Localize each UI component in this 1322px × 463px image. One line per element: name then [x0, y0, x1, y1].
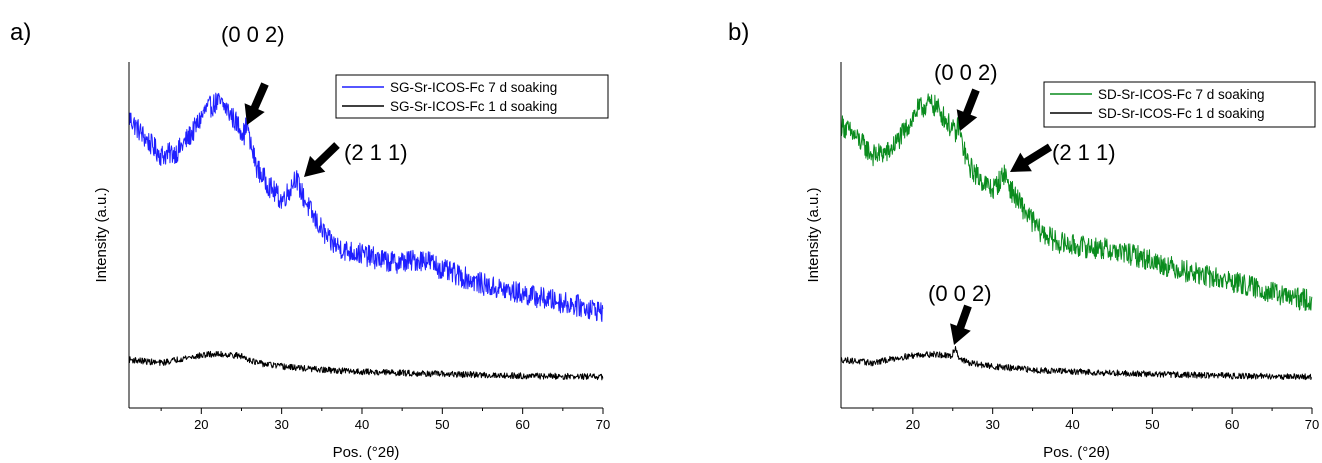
x-tick-label: 70: [1305, 417, 1319, 432]
x-tick-label: 40: [355, 417, 369, 432]
panel-label: a): [10, 19, 31, 46]
panel-a: a) 20 30 40 50 60 70 Pos. (°2θ) Intensity (a.u.)…: [10, 19, 610, 461]
panel-label: b): [728, 19, 749, 46]
peak-arrow: [956, 88, 980, 131]
x-axis-title: Pos. (°2θ): [333, 444, 400, 461]
x-tick-label: 20: [194, 417, 208, 432]
series-line-2: [128, 350, 604, 381]
peak-label: (0 0 2): [928, 281, 992, 306]
x-axis-title: Pos. (°2θ): [1043, 444, 1110, 461]
x-tick-label: 30: [985, 417, 999, 432]
x-tick-label: 20: [906, 417, 920, 432]
peak-label: (2 1 1): [1052, 140, 1116, 165]
legend-entry-2: SG-Sr-ICOS-Fc 1 d soaking: [390, 99, 557, 114]
legend-entry-2: SD-Sr-ICOS-Fc 1 d soaking: [1098, 106, 1265, 121]
x-tick-label: 30: [274, 417, 288, 432]
x-tick-label: 60: [515, 417, 529, 432]
series-line-1: [840, 93, 1313, 312]
peak-label: (0 0 2): [221, 22, 285, 47]
series-line-2: [840, 345, 1313, 381]
x-tick-label: 60: [1225, 417, 1239, 432]
peak-label: (2 1 1): [344, 140, 408, 165]
x-tick-label: 40: [1065, 417, 1079, 432]
legend: SD-Sr-ICOS-Fc 7 d soaking SD-Sr-ICOS-Fc 1…: [1043, 81, 1316, 128]
x-tick-label: 70: [596, 417, 610, 432]
peak-label: (0 0 2): [934, 60, 998, 85]
peak-arrow: [244, 82, 269, 125]
panel-b: b) 20 30 40 50 60 70 Pos. (°2θ) Intensity (a.u.)…: [728, 19, 1319, 461]
peak-arrow: [950, 304, 972, 345]
legend-box: [335, 74, 609, 119]
peak-arrow: [304, 142, 340, 177]
legend-box: [1043, 81, 1316, 128]
legend: SG-Sr-ICOS-Fc 7 d soaking SG-Sr-ICOS-Fc 1…: [335, 74, 609, 119]
legend-entry-1: SD-Sr-ICOS-Fc 7 d soaking: [1098, 87, 1265, 102]
y-axis-title: Intensity (a.u.): [805, 187, 822, 282]
x-tick-label: 50: [435, 417, 449, 432]
series-line-1: [128, 92, 604, 323]
x-tick-label: 50: [1145, 417, 1159, 432]
y-axis-title: Intensity (a.u.): [93, 187, 110, 282]
peak-arrow: [1010, 143, 1053, 172]
legend-entry-1: SG-Sr-ICOS-Fc 7 d soaking: [390, 80, 557, 95]
